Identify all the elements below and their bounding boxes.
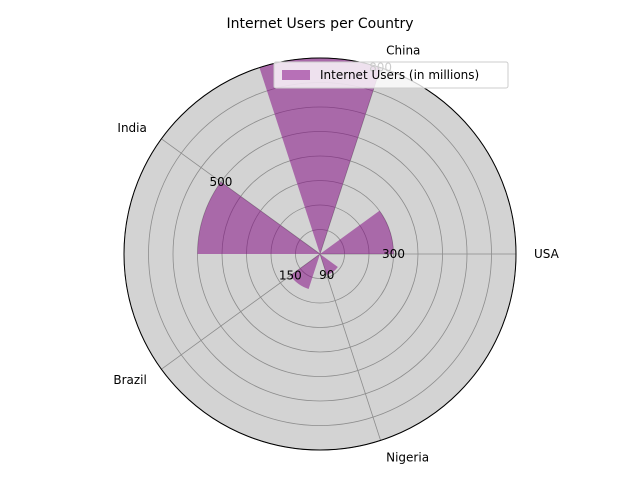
category-label-china: China xyxy=(386,43,420,57)
category-label-india: India xyxy=(117,121,146,135)
polar-frame xyxy=(123,57,517,451)
legend-swatch xyxy=(282,70,310,80)
polar-bars xyxy=(197,57,394,289)
grid-spoke xyxy=(319,253,381,441)
category-labels: USA China India Brazil Nigeria xyxy=(113,43,559,464)
bar-china xyxy=(259,57,381,254)
bar-nigeria xyxy=(320,254,338,275)
value-label-brazil: 150 xyxy=(279,269,302,283)
value-label-nigeria: 90 xyxy=(319,268,334,282)
chart-title: Internet Users per Country xyxy=(226,16,413,32)
value-label-usa: 300 xyxy=(382,247,405,261)
value-label-india: 500 xyxy=(209,175,232,189)
bar-usa xyxy=(320,210,394,254)
bar-brazil xyxy=(290,254,320,289)
category-label-brazil: Brazil xyxy=(113,373,147,387)
grid-spoke xyxy=(161,138,321,255)
category-label-usa: USA xyxy=(534,247,560,261)
legend-box xyxy=(273,61,509,89)
legend-label: Internet Users (in millions) xyxy=(320,68,479,82)
legend: Internet Users (in millions) xyxy=(273,61,509,89)
bar-india xyxy=(197,182,320,254)
category-label-nigeria: Nigeria xyxy=(386,451,429,465)
